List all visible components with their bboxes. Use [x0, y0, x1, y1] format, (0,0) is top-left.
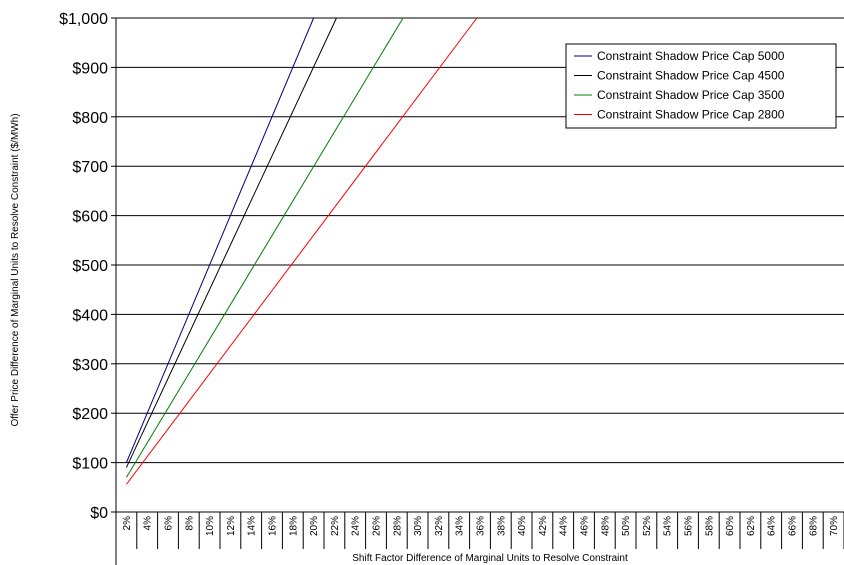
x-axis-title: Shift Factor Difference of Marginal Unit… [352, 553, 628, 564]
x-tick-label: 28% [392, 516, 403, 536]
x-tick-label: 6% [164, 516, 175, 531]
y-tick-label: $300 [72, 357, 108, 374]
x-tick-label: 54% [663, 516, 674, 536]
x-tick-label: 62% [746, 516, 757, 536]
x-tick-label: 16% [268, 516, 279, 536]
x-tick-label: 58% [704, 516, 715, 536]
legend: Constraint Shadow Price Cap 5000 Constrai… [565, 43, 837, 129]
gridlines [116, 17, 844, 464]
series-lines [125, 17, 478, 485]
x-tick-label: 26% [372, 516, 383, 536]
x-tick-label: 52% [642, 516, 653, 536]
x-tick-labels: 2% 4% 6% 8% 10% 12% 14% 16% 18% 20% 22% 24% 26% 28% 30… [122, 516, 840, 536]
x-tick-label: 10% [205, 516, 216, 536]
x-tick-label: 48% [600, 516, 611, 536]
series-line-4 [126, 17, 478, 485]
y-tick-label: $500 [72, 258, 108, 275]
x-tick-label: 66% [788, 516, 799, 536]
y-tick-label: $100 [72, 456, 108, 473]
x-tick-label: 18% [288, 516, 299, 536]
x-tick-label: 24% [351, 516, 362, 536]
y-tick-label: $400 [72, 307, 108, 324]
x-tick-label: 40% [517, 516, 528, 536]
y-tick-label: $200 [72, 406, 108, 423]
y-tick-labels: $0 $100 $200 $300 $400 $500 $600 $700 $800 $900 $1… [59, 11, 108, 522]
x-tick-label: 68% [808, 516, 819, 536]
x-tick-label: 20% [309, 516, 320, 536]
y-tick-label: $800 [72, 110, 108, 127]
x-tick-label: 38% [496, 516, 507, 536]
series-line-2 [125, 17, 337, 468]
x-tick-label: 56% [684, 516, 695, 536]
y-tick-label: $1,000 [59, 11, 108, 28]
x-tick-label: 12% [226, 516, 237, 536]
x-tick-label: 2% [122, 516, 133, 531]
series-line-1 [125, 17, 315, 463]
x-tick-label: 34% [455, 516, 466, 536]
legend-box [565, 43, 837, 129]
legend-label: Constraint Shadow Price Cap 4500 [597, 69, 785, 83]
legend-label: Constraint Shadow Price Cap 5000 [597, 49, 785, 63]
x-tick-label: 64% [767, 516, 778, 536]
y-tick-label: $0 [90, 505, 108, 522]
y-axis-title: Offer Price Difference of Marginal Units… [10, 113, 21, 426]
y-tick-label: $900 [72, 60, 108, 77]
series-line-3 [125, 17, 404, 478]
x-tick-label: 22% [330, 516, 341, 536]
x-tick-label: 42% [538, 516, 549, 536]
x-tick-label: 46% [580, 516, 591, 536]
x-tick-label: 70% [829, 516, 840, 536]
x-tick-label: 14% [247, 516, 258, 536]
x-tick-label: 44% [559, 516, 570, 536]
x-tick-label: 50% [621, 516, 632, 536]
y-tick-label: $600 [72, 209, 108, 226]
axes [111, 17, 844, 565]
y-tick-label: $700 [72, 159, 108, 176]
x-tick-label: 60% [725, 516, 736, 536]
x-tick-label: 32% [434, 516, 445, 536]
x-tick-label: 8% [184, 516, 195, 531]
x-tick-label: 4% [143, 516, 154, 531]
x-tick-label: 30% [413, 516, 424, 536]
legend-label: Constraint Shadow Price Cap 3500 [597, 88, 785, 102]
legend-label: Constraint Shadow Price Cap 2800 [597, 108, 785, 122]
x-tick-label: 36% [476, 516, 487, 536]
